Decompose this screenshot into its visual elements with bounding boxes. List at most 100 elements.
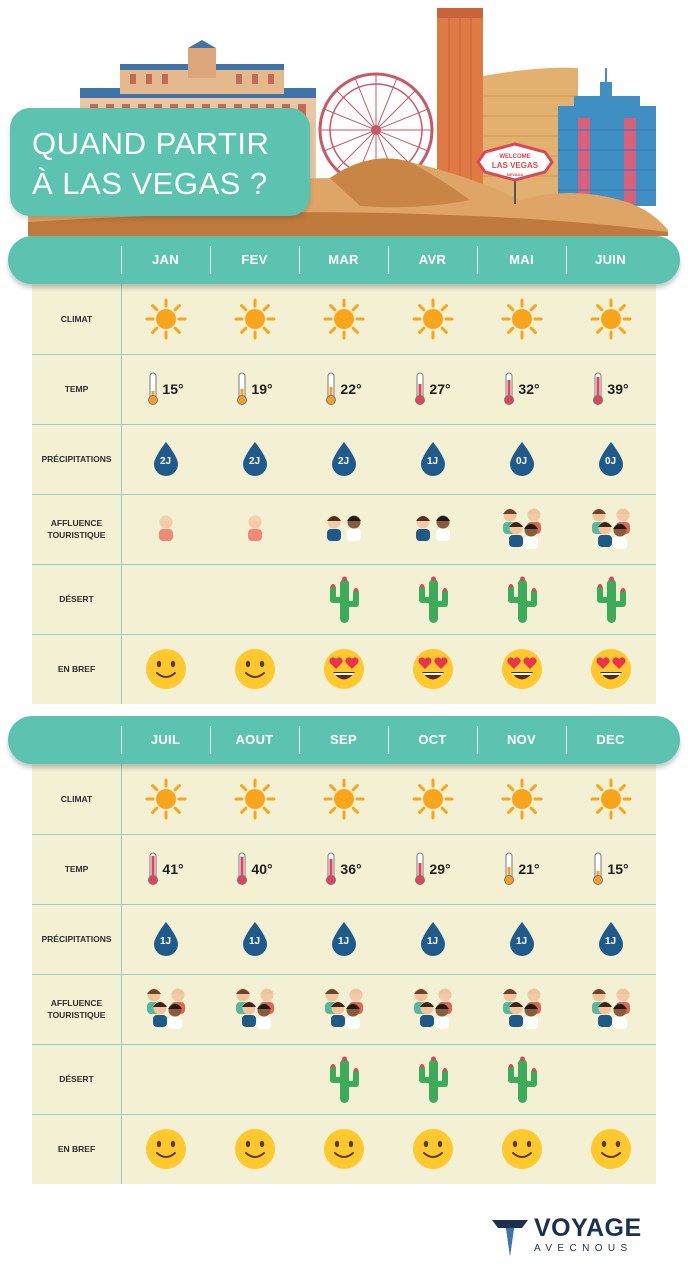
temp-value: 36° bbox=[340, 861, 362, 877]
thermometer-icon bbox=[148, 372, 159, 405]
row-label-summary: EN BREF bbox=[57, 664, 96, 674]
precip-value: 1J bbox=[426, 936, 439, 947]
cactus-icon bbox=[418, 1056, 448, 1103]
tourist-group-icon bbox=[158, 515, 173, 541]
row-divider bbox=[32, 354, 656, 355]
cell-desert-mai bbox=[477, 564, 566, 634]
cell-temp-sep: 36° bbox=[299, 834, 388, 904]
cell-temp-fev: 19° bbox=[210, 354, 299, 424]
precip-value: 0J bbox=[604, 456, 617, 467]
sun-icon bbox=[590, 778, 631, 820]
month-header-aout: AOUT bbox=[235, 732, 274, 747]
water-drop-icon: 1J bbox=[419, 921, 447, 957]
row-label-desert: DÉSERT bbox=[59, 1074, 94, 1084]
cell-precip-juin: 0J bbox=[566, 424, 655, 494]
cell-summary-juin bbox=[566, 634, 655, 704]
row-label-desert: DÉSERT bbox=[59, 594, 94, 604]
thermometer-icon bbox=[237, 852, 248, 885]
month-header-bar: JAN FEV MAR AVR MAI JUIN bbox=[8, 236, 680, 284]
cell-precip-mai: 0J bbox=[477, 424, 566, 494]
precip-value: 1J bbox=[604, 936, 617, 947]
month-header-fev: FEV bbox=[241, 252, 268, 267]
precip-value: 2J bbox=[337, 456, 350, 467]
month-header-sep: SEP bbox=[330, 732, 357, 747]
tourist-group-icon bbox=[235, 988, 274, 1029]
cell-temp-nov: 21° bbox=[477, 834, 566, 904]
temp-value: 15° bbox=[162, 381, 184, 397]
cell-summary-dec bbox=[566, 1114, 655, 1184]
row-label-temp: TEMP bbox=[64, 864, 89, 874]
cell-desert-avr bbox=[388, 564, 477, 634]
cell-temp-jan: 15° bbox=[121, 354, 210, 424]
smiling-face-icon bbox=[590, 1129, 631, 1169]
cell-crowd-mai bbox=[477, 494, 566, 564]
water-drop-shape bbox=[242, 442, 267, 476]
sun-icon bbox=[323, 298, 364, 340]
cell-precip-oct: 1J bbox=[388, 904, 477, 974]
thermometer-icon bbox=[326, 372, 337, 405]
cell-climate-dec bbox=[566, 764, 655, 834]
cell-climate-avr bbox=[388, 284, 477, 354]
sun-icon bbox=[501, 298, 542, 340]
cell-summary-sep bbox=[299, 1114, 388, 1184]
cell-desert-aout bbox=[210, 1044, 299, 1114]
row-label-crowd-text: AFFLUENCE TOURISTIQUE bbox=[48, 517, 106, 541]
thermometer-icon bbox=[415, 852, 426, 885]
row-label-crowd-line2: TOURISTIQUE bbox=[47, 1010, 106, 1020]
smiling-face-icon bbox=[323, 1129, 364, 1169]
row-divider bbox=[32, 634, 656, 635]
sun-icon bbox=[412, 298, 453, 340]
cactus-icon bbox=[507, 1056, 537, 1103]
smiling-face-icon bbox=[234, 649, 275, 689]
month-header-juin: JUIN bbox=[595, 252, 626, 267]
month-header-dec: DEC bbox=[596, 732, 625, 747]
cell-precip-jan: 2J bbox=[121, 424, 210, 494]
cell-temp-juin: 39° bbox=[566, 354, 655, 424]
cell-desert-sep bbox=[299, 1044, 388, 1114]
temp-value: 29° bbox=[429, 861, 451, 877]
logo-mark-icon bbox=[492, 1220, 528, 1256]
cell-crowd-avr bbox=[388, 494, 477, 564]
tourist-group-icon bbox=[146, 988, 185, 1029]
logo-main-text: VOYAGE bbox=[534, 1214, 642, 1242]
water-drop-shape bbox=[153, 442, 178, 476]
water-drop-shape bbox=[598, 442, 623, 476]
precip-value: 1J bbox=[515, 936, 528, 947]
cell-temp-aout: 40° bbox=[210, 834, 299, 904]
water-drop-shape bbox=[420, 442, 445, 476]
voyage-avec-nous-logo: VOYAGE AVECNOUS bbox=[490, 1212, 670, 1262]
cell-summary-mar bbox=[299, 634, 388, 704]
sun-icon bbox=[412, 778, 453, 820]
water-drop-icon: 2J bbox=[330, 441, 358, 477]
sun-icon bbox=[590, 298, 631, 340]
cell-summary-mai bbox=[477, 634, 566, 704]
sun-icon bbox=[501, 778, 542, 820]
cell-precip-sep: 1J bbox=[299, 904, 388, 974]
thermometer-icon bbox=[237, 372, 248, 405]
row-divider bbox=[32, 564, 656, 565]
cell-temp-mar: 22° bbox=[299, 354, 388, 424]
month-header-jan: JAN bbox=[152, 252, 179, 267]
sun-icon bbox=[145, 298, 186, 340]
sun-icon bbox=[323, 778, 364, 820]
cell-crowd-oct bbox=[388, 974, 477, 1044]
water-drop-shape bbox=[331, 922, 356, 956]
water-drop-icon: 1J bbox=[508, 921, 536, 957]
cell-summary-jan bbox=[121, 634, 210, 704]
tourist-group-icon bbox=[247, 515, 262, 541]
cell-temp-dec: 15° bbox=[566, 834, 655, 904]
cell-desert-dec bbox=[566, 1044, 655, 1114]
thermometer-icon bbox=[504, 852, 515, 885]
heart-eyes-face-icon bbox=[412, 649, 453, 689]
month-separator bbox=[299, 726, 300, 754]
water-drop-icon: 1J bbox=[597, 921, 625, 957]
tourist-group-icon bbox=[502, 988, 541, 1029]
month-header-juil: JUIL bbox=[150, 732, 181, 747]
tourist-group-icon bbox=[415, 515, 450, 541]
cell-climate-mar bbox=[299, 284, 388, 354]
heart-eyes-face-icon bbox=[590, 649, 631, 689]
smiling-face-icon bbox=[412, 1129, 453, 1169]
temp-value: 21° bbox=[518, 861, 540, 877]
temp-value: 15° bbox=[607, 861, 629, 877]
heart-eyes-face-icon bbox=[501, 649, 542, 689]
